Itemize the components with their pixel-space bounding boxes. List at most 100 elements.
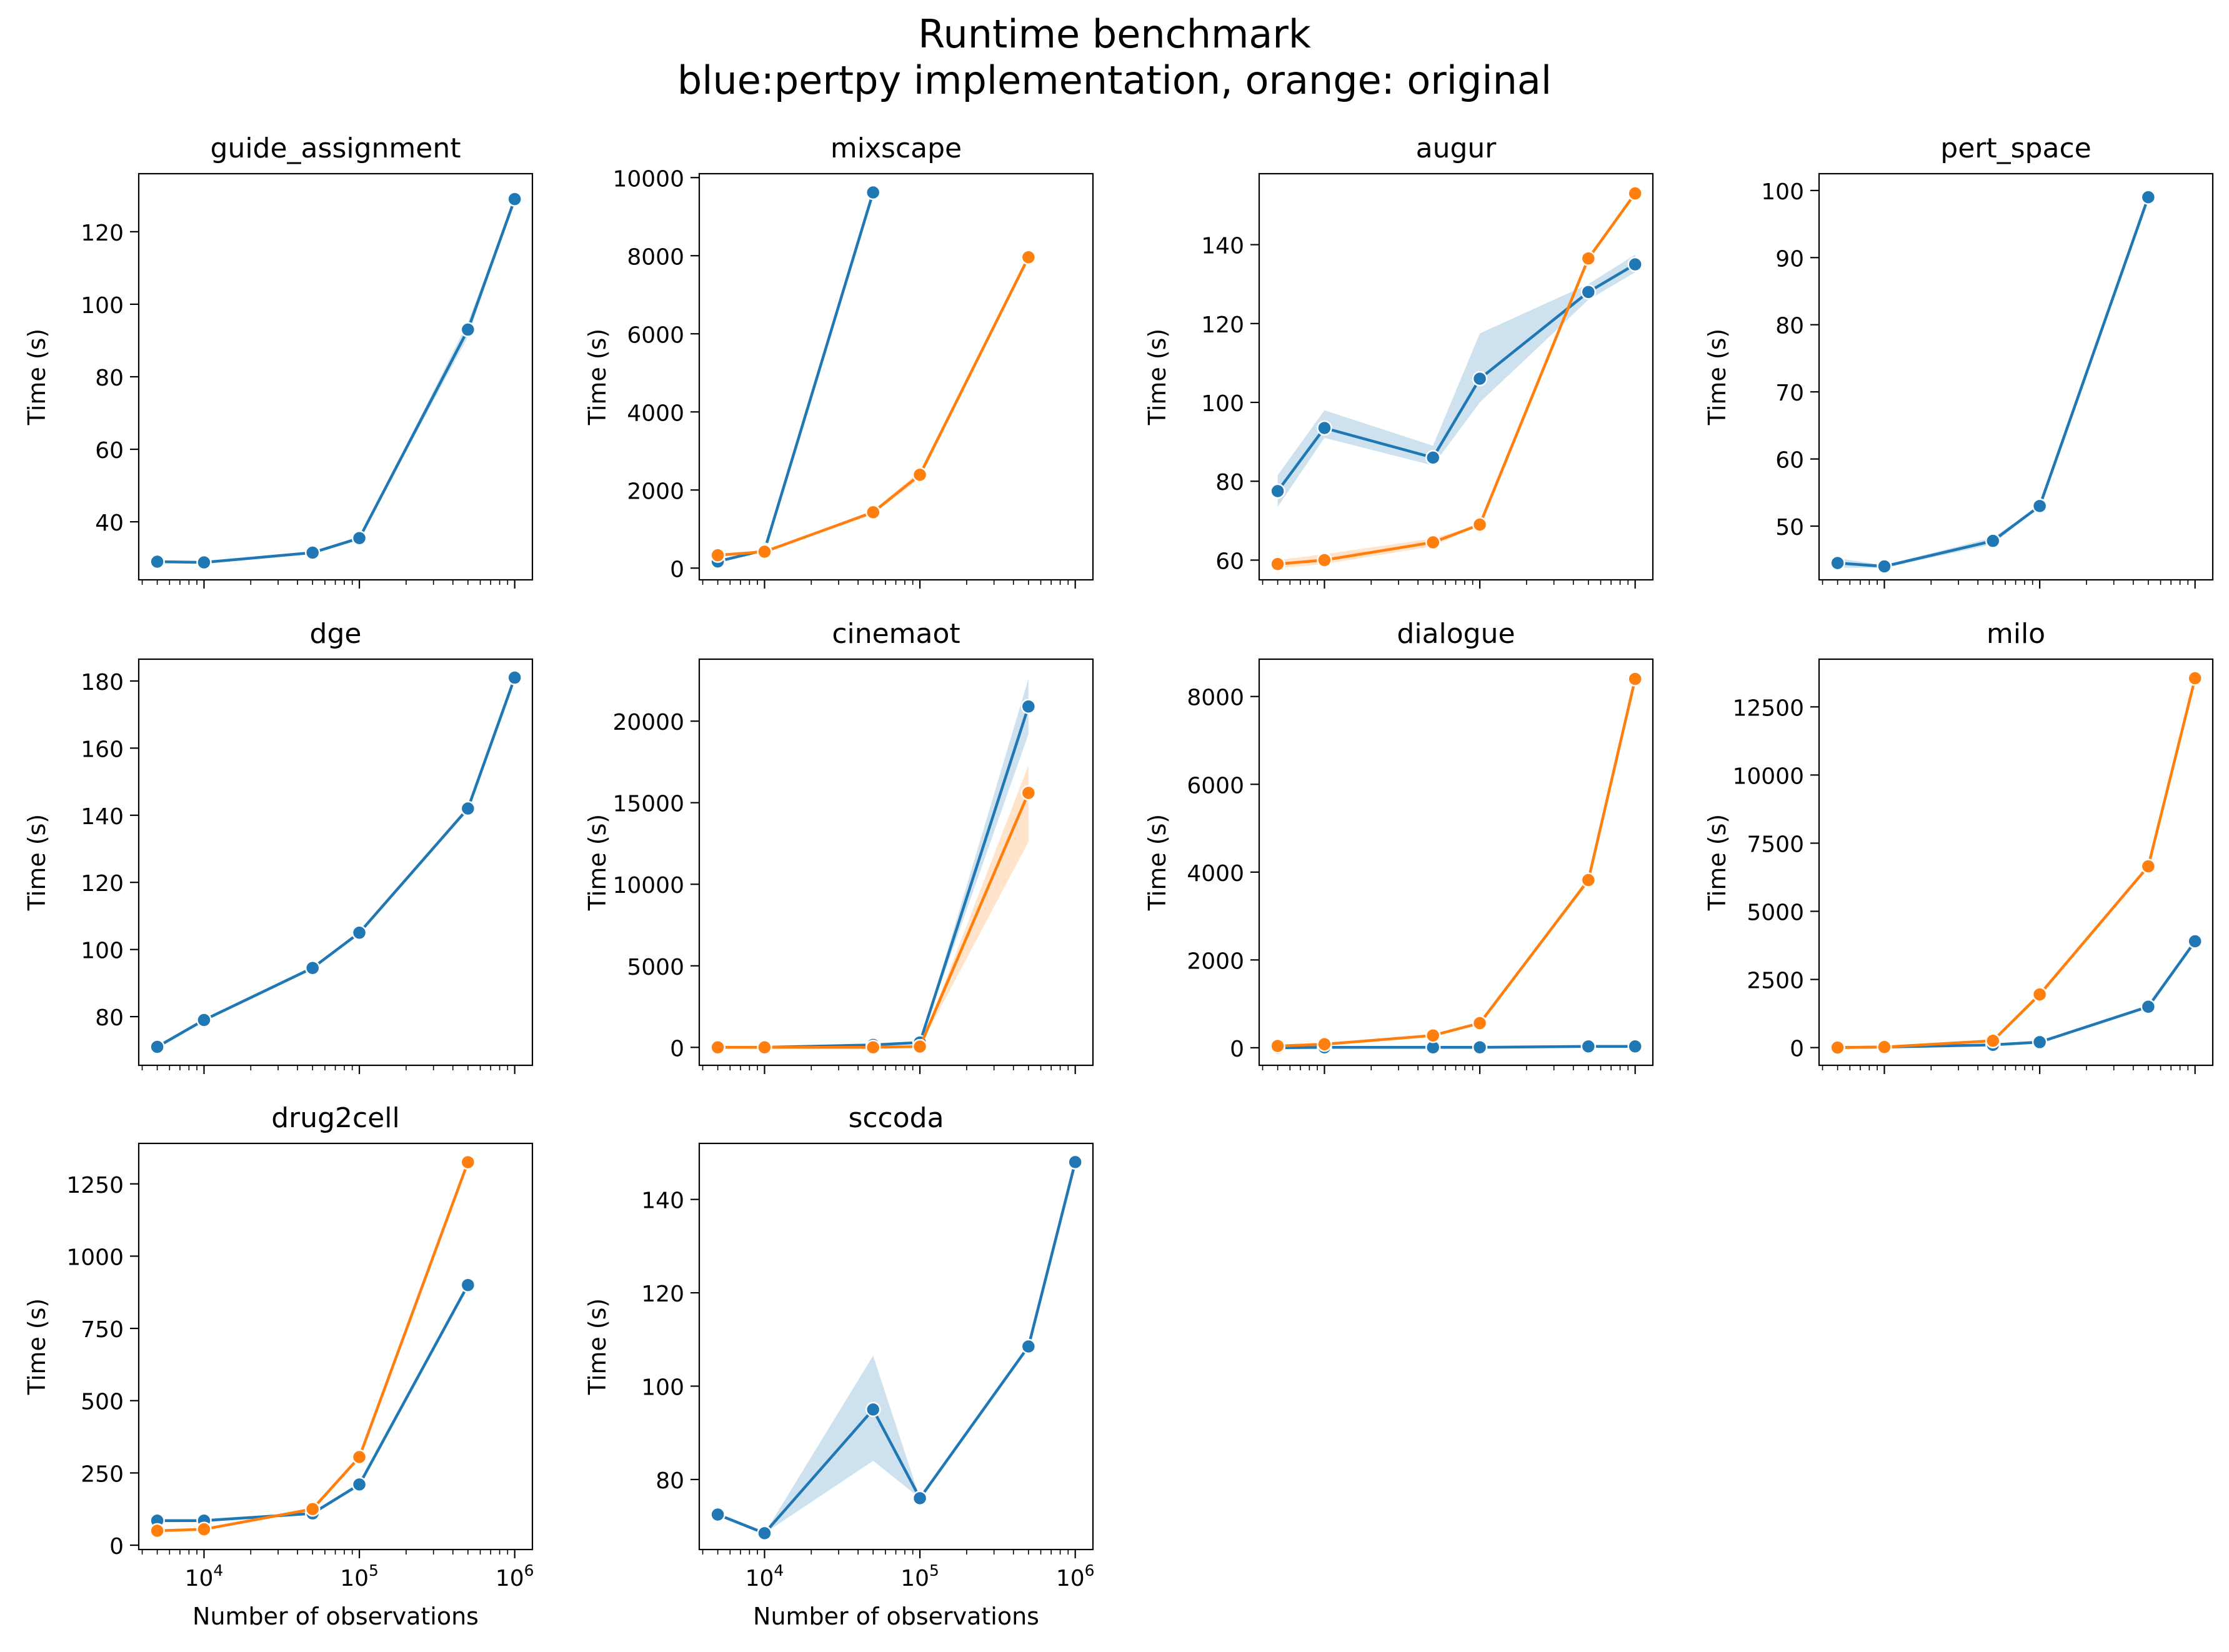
y-axis-label: Time (s) — [1144, 329, 1171, 426]
plot-area — [1830, 670, 2203, 1055]
subplot-guide-assignment: guide_assignment 40 60 80 100 120 Time (s) — [23, 132, 534, 589]
data-point — [1985, 533, 2001, 549]
subplot-augur: augur 60 80 100 120 140 Time (s) — [1144, 132, 1654, 589]
data-point — [710, 1040, 726, 1055]
series-line — [1277, 1045, 1635, 1050]
data-point — [912, 467, 928, 483]
subplot-cinemaot: cinemaot 0 5000 10000 15000 20000 Time (s) — [584, 618, 1094, 1074]
plot-area — [149, 1154, 476, 1539]
y-tick-label: 70 — [1775, 381, 1804, 406]
confidence-band — [1837, 197, 2148, 568]
data-point — [1020, 699, 1037, 714]
y-tick-label: 120 — [1201, 312, 1244, 338]
y-tick-label: 100 — [641, 1375, 684, 1401]
x-axis-label: Number of observations — [753, 1603, 1039, 1630]
x-tick-label: 104 — [745, 1561, 784, 1591]
data-point — [2187, 670, 2203, 686]
data-point — [460, 1277, 476, 1293]
data-point — [1627, 256, 1643, 272]
y-tick-label: 90 — [1775, 246, 1804, 272]
y-axis-label: Time (s) — [23, 1298, 51, 1396]
y-tick-label: 15000 — [612, 792, 684, 817]
y-tick-label: 7500 — [1747, 832, 1804, 857]
series-line — [1837, 677, 2197, 1049]
y-tick-label: 6000 — [627, 322, 684, 348]
y-tick-label: 100 — [1201, 391, 1244, 417]
y-tick-label: 10000 — [612, 166, 684, 192]
series-original — [710, 249, 1037, 563]
y-tick-label: 60 — [95, 438, 124, 464]
y-tick-label: 0 — [1790, 1037, 1804, 1062]
y-tick-label: 60 — [1215, 549, 1244, 574]
series-line — [1277, 679, 1637, 1048]
subplot-title: cinemaot — [832, 618, 960, 650]
y-tick-label: 1250 — [66, 1173, 124, 1198]
confidence-band — [1277, 679, 1635, 1047]
data-point — [1627, 671, 1643, 687]
data-point — [1317, 420, 1332, 436]
series-original — [1270, 671, 1643, 1054]
series-pertpy — [1830, 189, 2157, 574]
y-tick-label: 8000 — [627, 244, 684, 270]
confidence-band — [1277, 254, 1635, 507]
y-tick-label: 500 — [81, 1390, 124, 1415]
y-axis-label: Time (s) — [584, 814, 611, 912]
subplot-sccoda: sccoda 80 100 120 140 Time (s) 104 105 106 Number… — [584, 1102, 1095, 1630]
y-tick-label: 0 — [1230, 1037, 1244, 1062]
data-point — [2140, 858, 2157, 874]
data-point — [1270, 483, 1285, 499]
data-point — [196, 554, 212, 570]
plot-area — [149, 191, 522, 570]
series-original — [1270, 186, 1643, 572]
data-point — [304, 545, 321, 560]
data-point — [1317, 552, 1332, 568]
y-tick-label: 140 — [1201, 234, 1244, 259]
y-tick-label: 10000 — [1732, 764, 1804, 789]
y-tick-label: 250 — [81, 1461, 124, 1487]
series-original — [710, 765, 1037, 1055]
subplot-title: sccoda — [848, 1102, 944, 1134]
series-line — [1837, 940, 2197, 1049]
data-point — [2187, 933, 2203, 949]
data-point — [1580, 1038, 1597, 1055]
data-point — [1270, 1038, 1285, 1054]
series-pertpy — [1270, 254, 1643, 507]
data-point — [351, 1476, 367, 1493]
x-tick-label: 105 — [900, 1561, 939, 1591]
data-point — [196, 1521, 212, 1537]
x-tick-label: 104 — [185, 1561, 224, 1591]
y-axis-label: Time (s) — [584, 329, 611, 426]
axes-frame — [1818, 658, 2214, 1067]
axes-frame — [698, 658, 1094, 1067]
data-point — [1020, 785, 1037, 801]
subplot-title: milo — [1987, 618, 2045, 650]
y-tick-label: 180 — [81, 670, 124, 695]
plot-area — [710, 184, 1037, 569]
subplot-drug2cell: drug2cell 0 250 500 750 1000 1250 Time (s) 104 10… — [23, 1102, 534, 1630]
plot-area — [710, 679, 1037, 1055]
y-tick-label: 1000 — [66, 1245, 124, 1270]
figure-title-line-1: Runtime benchmark — [918, 11, 1311, 57]
y-tick-label: 120 — [81, 871, 124, 897]
data-point — [1580, 284, 1597, 300]
data-point — [1472, 371, 1488, 387]
data-point — [1830, 555, 1845, 571]
y-tick-label: 80 — [1775, 314, 1804, 339]
axes-frame — [1818, 172, 2214, 581]
subplot-milo: milo 0 2500 5000 7500 10000 12500 Time (s) — [1703, 618, 2214, 1074]
y-tick-label: 100 — [81, 938, 124, 964]
plot-area — [1270, 671, 1643, 1056]
subplot-title: dialogue — [1397, 618, 1515, 650]
data-point — [1020, 1338, 1037, 1355]
x-axis-label: Number of observations — [192, 1603, 479, 1630]
data-point — [912, 1038, 928, 1055]
data-point — [912, 1490, 928, 1506]
series-pertpy — [149, 1277, 476, 1528]
series-line — [157, 1284, 469, 1522]
plot-area — [710, 1154, 1083, 1541]
y-tick-label: 0 — [109, 1534, 124, 1560]
data-point — [2140, 998, 2157, 1015]
y-tick-label: 12500 — [1732, 695, 1804, 721]
y-tick-label: 0 — [670, 1036, 684, 1062]
